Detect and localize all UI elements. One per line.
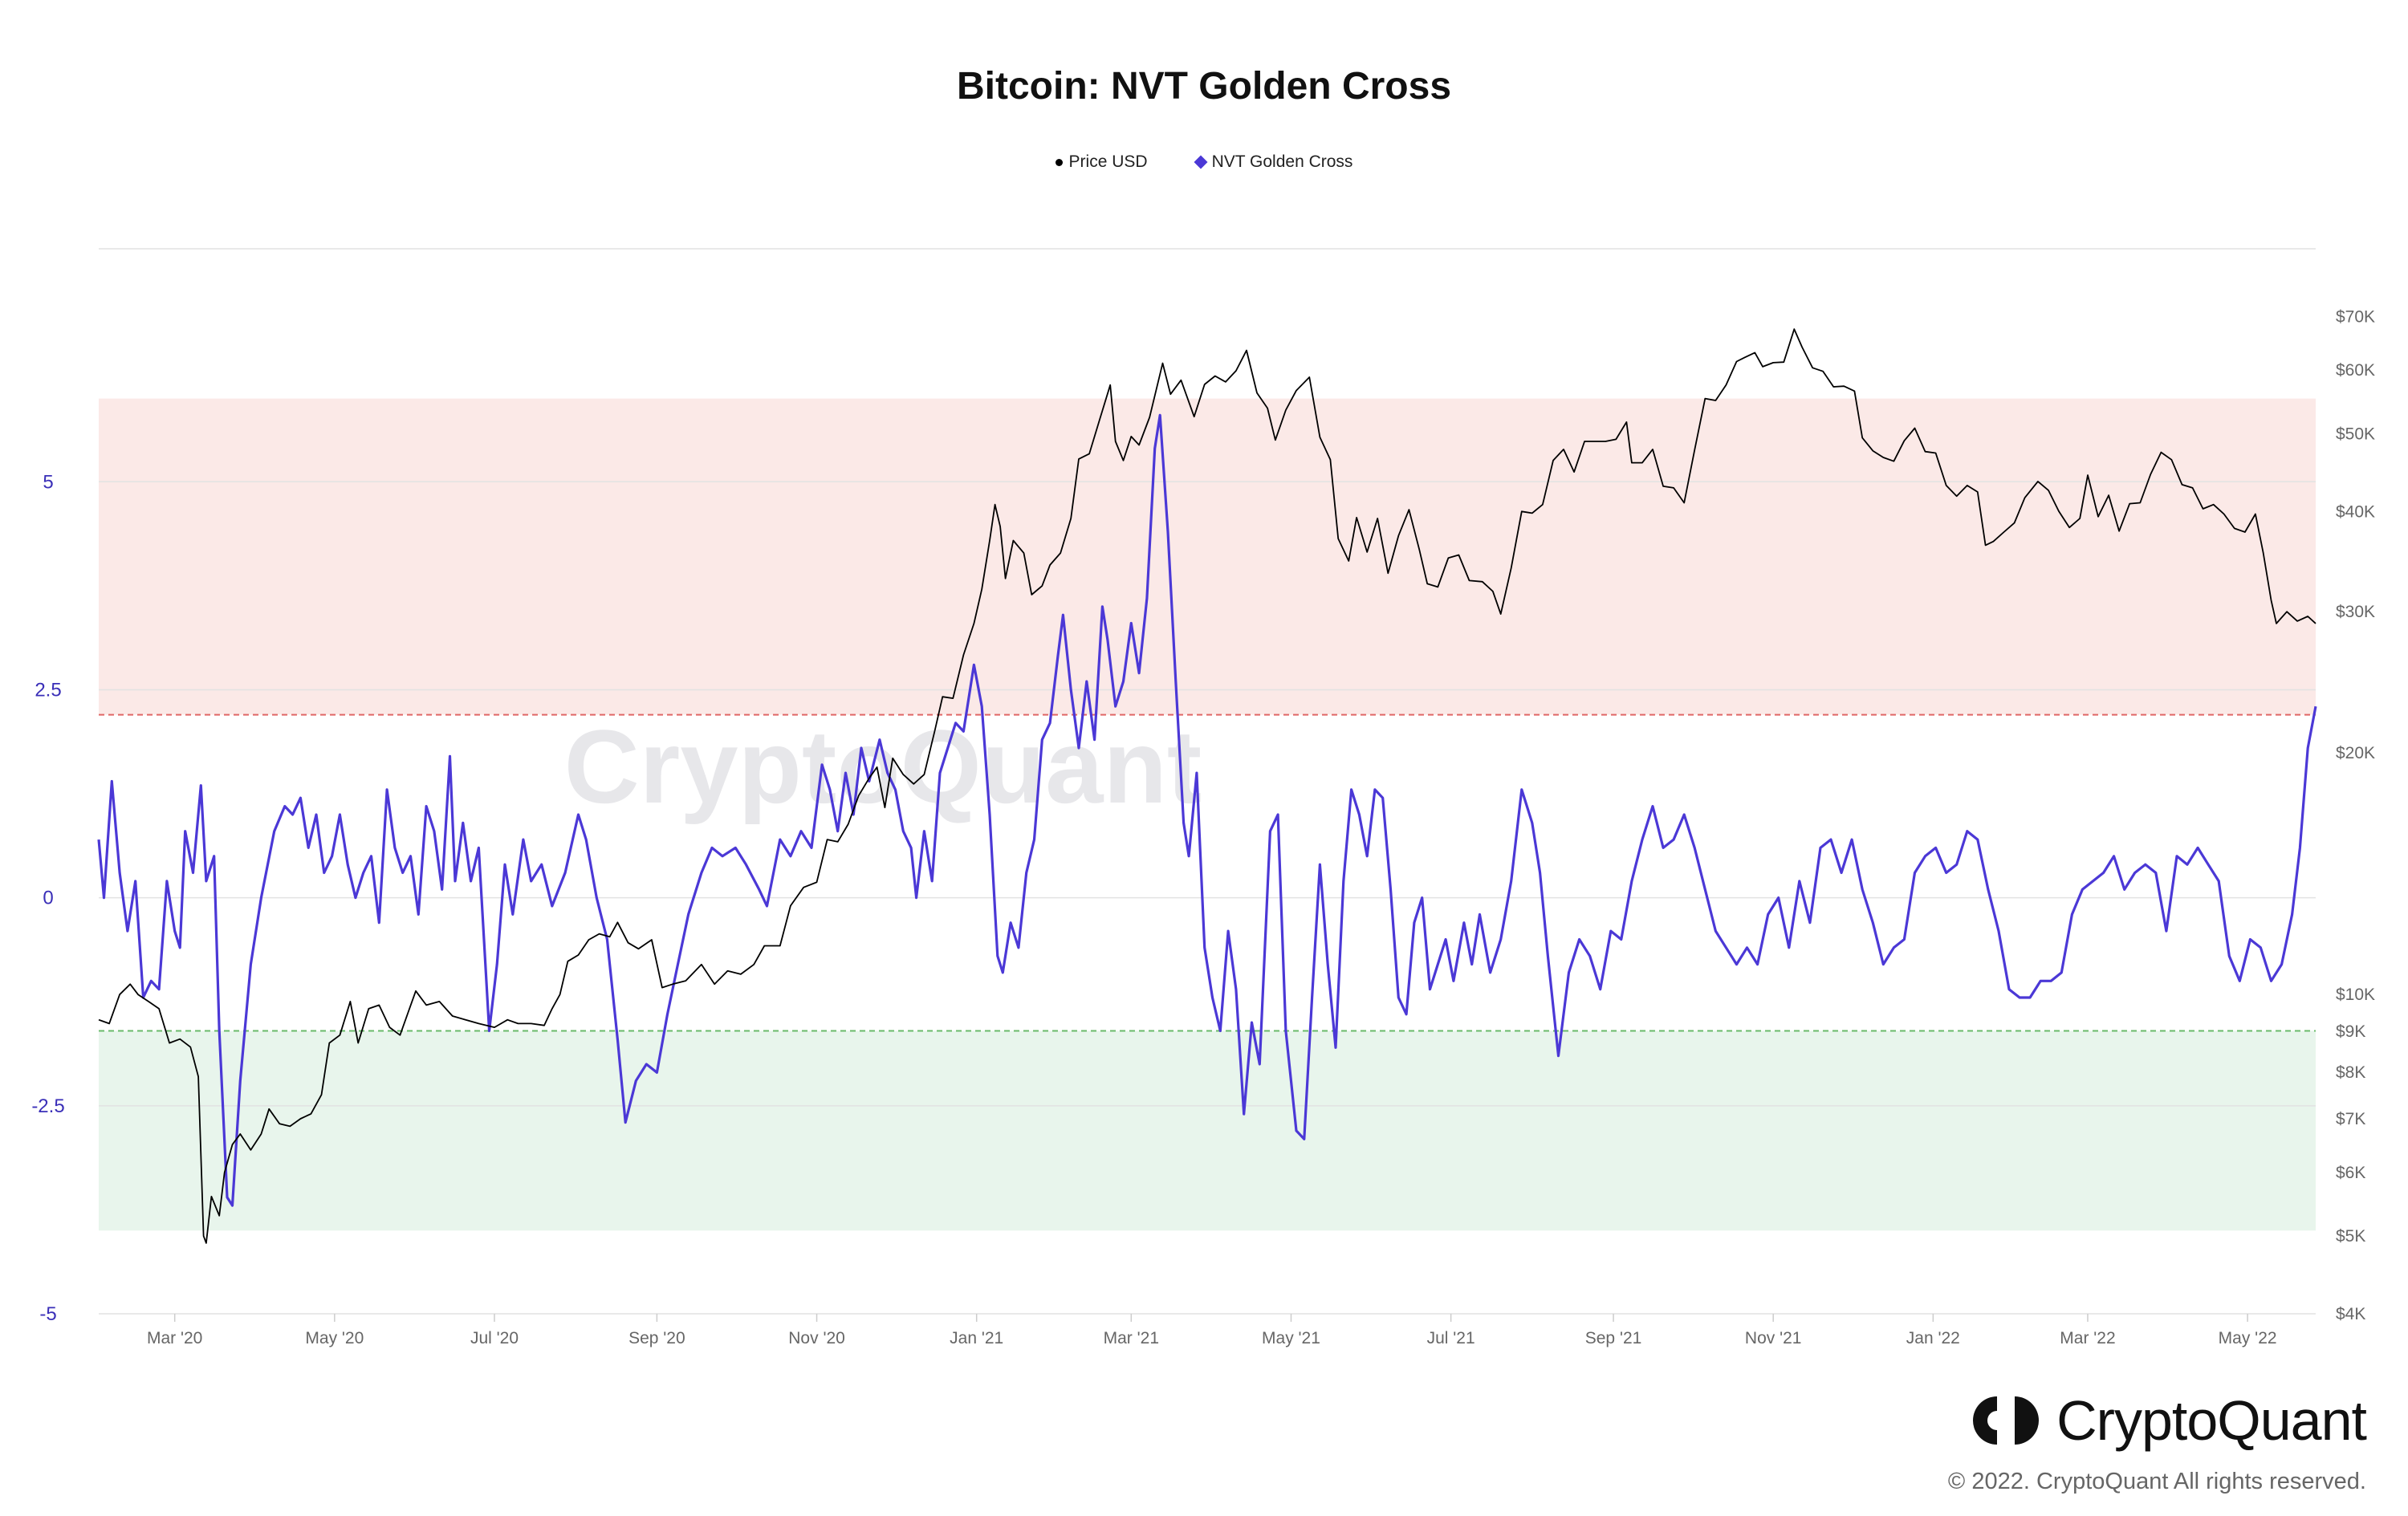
circle-marker-icon — [1055, 158, 1063, 166]
series-layer — [97, 328, 2317, 1244]
x-tick-label: Nov '21 — [1745, 1329, 1802, 1347]
series-line-price-usd — [98, 328, 2316, 1244]
right-tick-label: $50K — [2336, 425, 2375, 443]
x-tick-label: Sep '21 — [1585, 1329, 1642, 1347]
legend-label-price: Price USD — [1068, 152, 1148, 171]
left-tick-label: 5 — [43, 471, 53, 493]
legend-label-nvt: NVT Golden Cross — [1211, 152, 1353, 171]
zones-layer — [99, 398, 2316, 1231]
right-tick-label: $40K — [2336, 502, 2375, 521]
x-tick-label: Jan '22 — [1906, 1329, 1960, 1347]
zone-overbought — [99, 398, 2316, 715]
right-tick-label: $6K — [2336, 1164, 2365, 1182]
brand-name: CryptoQuant — [2056, 1389, 2367, 1452]
grid-layer — [99, 248, 2316, 1315]
x-tick-label: Jan '21 — [950, 1329, 1003, 1347]
x-tick-label: Sep '20 — [628, 1329, 685, 1347]
x-tick-label: May '21 — [1262, 1329, 1320, 1347]
brand: CryptoQuant — [1971, 1388, 2367, 1453]
x-tick-label: May '20 — [305, 1329, 364, 1347]
legend-item-nvt[interactable]: NVT Golden Cross — [1194, 152, 1353, 172]
cryptoquant-logo-icon — [1973, 1396, 2040, 1445]
left-tick-label: 0 — [43, 888, 53, 909]
x-tick-label: Jul '20 — [470, 1329, 519, 1347]
x-tick-label: Jul '21 — [1427, 1329, 1475, 1347]
right-tick-label: $20K — [2336, 744, 2375, 762]
legend-item-price[interactable]: Price USD — [1055, 152, 1148, 172]
watermark: CryptoQuant — [564, 708, 1202, 825]
right-tick-label: $7K — [2336, 1110, 2365, 1128]
x-tick-label: Mar '21 — [1104, 1329, 1159, 1347]
chart-title: Bitcoin: NVT Golden Cross — [956, 65, 1452, 108]
copyright: © 2022. CryptoQuant All rights reserved. — [1947, 1469, 2366, 1494]
left-tick-label: 2.5 — [35, 679, 61, 701]
right-tick-label: $60K — [2336, 361, 2375, 380]
x-tick-label: Nov '20 — [788, 1329, 845, 1347]
x-tick-label: May '22 — [2219, 1329, 2277, 1347]
right-tick-label: $8K — [2336, 1063, 2365, 1082]
x-tick-label: Mar '22 — [2060, 1329, 2115, 1347]
right-tick-label: $70K — [2336, 307, 2375, 326]
legend: Price USD NVT Golden Cross — [0, 152, 2408, 172]
x-tick-label: Mar '20 — [147, 1329, 202, 1347]
left-tick-label: -2.5 — [31, 1095, 64, 1117]
right-tick-label: $5K — [2336, 1227, 2365, 1246]
right-tick-label: $10K — [2336, 986, 2375, 1004]
left-tick-label: -5 — [39, 1303, 56, 1325]
right-tick-label: $9K — [2336, 1022, 2365, 1041]
series-line-nvt-golden-cross — [97, 413, 2317, 1207]
right-tick-label: $4K — [2336, 1305, 2365, 1323]
axis-layer: Mar '20 May '20 Jul '20 Sep '20 Nov '20 Jan '… — [31, 307, 2375, 1347]
zone-oversold — [99, 1030, 2316, 1231]
right-tick-label: $30K — [2336, 603, 2375, 621]
